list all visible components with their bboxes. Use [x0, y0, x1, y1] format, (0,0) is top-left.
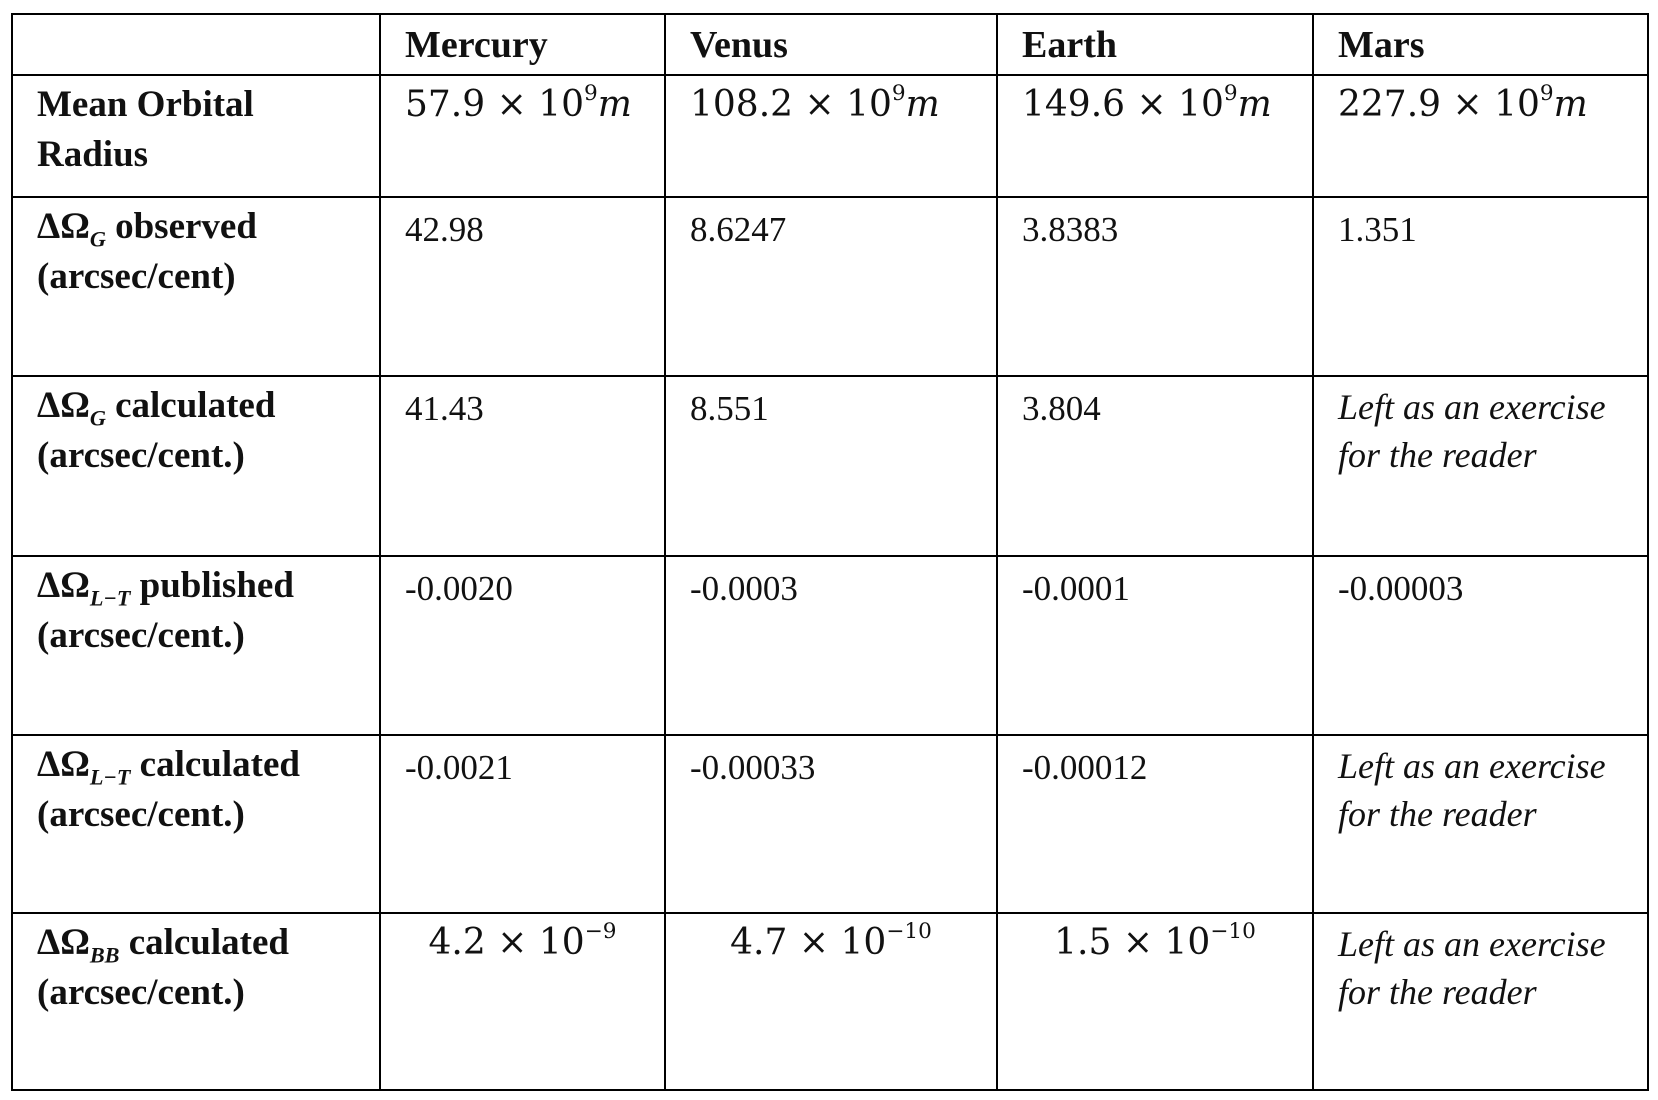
value-cell: -0.00012	[996, 734, 1314, 914]
subscript: L−T	[89, 764, 131, 790]
row-header: ΔΩL−T calculated (arcsec/cent.)	[11, 734, 381, 914]
value-cell: -0.00003	[1312, 555, 1649, 736]
unit: m	[597, 84, 632, 125]
row-label-line: ΔΩG calculated	[37, 381, 379, 431]
exponent: −9	[584, 918, 617, 944]
math-cell: 4.7 × 10−10	[664, 912, 998, 1091]
symbol: ΔΩ	[37, 922, 90, 963]
value-cell: -0.0021	[379, 734, 666, 914]
note-cell: Left as an exercise for the reader	[1312, 734, 1649, 914]
value-cell: -0.0001	[996, 555, 1314, 736]
mantissa: 4.7 × 10	[730, 922, 887, 963]
row-label-unit: (arcsec/cent)	[37, 256, 236, 297]
exponent: 9	[584, 80, 598, 106]
row-label-name: calculated	[139, 744, 300, 785]
symbol: ΔΩ	[37, 744, 90, 785]
row-label-name: published	[139, 565, 294, 606]
value-cell: -0.00033	[664, 734, 998, 914]
subscript: BB	[89, 942, 120, 968]
table-row: ΔΩG observed (arcsec/cent) 42.98 8.6247 3.83…	[11, 196, 1649, 377]
row-label-name: calculated	[128, 922, 289, 963]
mantissa: 4.2 × 10	[428, 922, 585, 963]
mantissa: 227.9 × 10	[1338, 84, 1540, 125]
value-cell: -0.0020	[379, 555, 666, 736]
math-cell: 57.9 × 109m	[379, 74, 666, 198]
row-header: ΔΩL−T published (arcsec/cent.)	[11, 555, 381, 736]
table-row: ΔΩL−T calculated (arcsec/cent.) -0.0021 -0.…	[11, 734, 1649, 914]
value-cell: 42.98	[379, 196, 666, 377]
header-row: Mercury Venus Earth Mars	[11, 13, 1649, 76]
mantissa: 57.9 × 10	[405, 84, 585, 125]
row-label-unit: (arcsec/cent.)	[37, 435, 245, 476]
row-header: ΔΩG observed (arcsec/cent)	[11, 196, 381, 377]
math-cell: 108.2 × 109m	[664, 74, 998, 198]
row-label-name: observed	[115, 206, 257, 247]
value-cell: 8.551	[664, 375, 998, 557]
note-cell: Left as an exercise for the reader	[1312, 912, 1649, 1091]
symbol: ΔΩ	[37, 385, 90, 426]
table-row: ΔΩG calculated (arcsec/cent.) 41.43 8.551 3.…	[11, 375, 1649, 557]
row-label-line: ΔΩL−T published	[37, 561, 379, 611]
row-label-line: ΔΩG observed	[37, 202, 379, 252]
exponent: 9	[1539, 80, 1554, 106]
row-label-line: ΔΩBB calculated	[37, 918, 379, 968]
value-cell: 1.351	[1312, 196, 1649, 377]
math-cell: 1.5 × 10−10	[996, 912, 1314, 1091]
value-cell: 3.804	[996, 375, 1314, 557]
mantissa: 1.5 × 10	[1054, 922, 1211, 963]
value-cell: 3.8383	[996, 196, 1314, 377]
corner-cell	[11, 13, 381, 76]
mantissa: 149.6 × 10	[1022, 84, 1224, 125]
table-row: Mean Orbital Radius 57.9 × 109m 108.2 × 10…	[11, 74, 1649, 198]
subscript: L−T	[89, 585, 131, 611]
row-label-name: Mean Orbital Radius	[37, 84, 254, 175]
column-header: Venus	[664, 13, 998, 76]
note-cell: Left as an exercise for the reader	[1312, 375, 1649, 557]
data-table: Mercury Venus Earth Mars Mean Orbital Radius…	[11, 13, 1649, 1091]
row-label-unit: (arcsec/cent.)	[37, 615, 245, 656]
table-row: ΔΩBB calculated (arcsec/cent.) 4.2 × 10−9 4…	[11, 912, 1649, 1091]
mantissa: 108.2 × 10	[690, 84, 892, 125]
row-label-name: calculated	[115, 385, 276, 426]
subscript: G	[89, 405, 106, 431]
exponent: −10	[886, 918, 932, 944]
value-cell: -0.0003	[664, 555, 998, 736]
value-cell: 41.43	[379, 375, 666, 557]
symbol: ΔΩ	[37, 565, 90, 606]
subscript: G	[89, 226, 106, 252]
math-cell: 4.2 × 10−9	[379, 912, 666, 1091]
row-header: Mean Orbital Radius	[11, 74, 381, 198]
value-cell: 8.6247	[664, 196, 998, 377]
unit: m	[1237, 84, 1272, 125]
table-body: Mercury Venus Earth Mars Mean Orbital Radius…	[11, 13, 1649, 1091]
exponent: −10	[1210, 918, 1256, 944]
symbol: ΔΩ	[37, 206, 90, 247]
row-header: ΔΩG calculated (arcsec/cent.)	[11, 375, 381, 557]
table-row: ΔΩL−T published (arcsec/cent.) -0.0020 -0.0…	[11, 555, 1649, 736]
column-header: Earth	[996, 13, 1314, 76]
row-header: ΔΩBB calculated (arcsec/cent.)	[11, 912, 381, 1091]
exponent: 9	[1223, 80, 1238, 106]
column-header: Mars	[1312, 13, 1649, 76]
unit: m	[905, 84, 940, 125]
column-header: Mercury	[379, 13, 666, 76]
exponent: 9	[891, 80, 906, 106]
row-label-line: ΔΩL−T calculated	[37, 740, 379, 790]
row-label-unit: (arcsec/cent.)	[37, 972, 245, 1013]
math-cell: 227.9 × 109m	[1312, 74, 1649, 198]
math-cell: 149.6 × 109m	[996, 74, 1314, 198]
unit: m	[1553, 84, 1588, 125]
row-label-unit: (arcsec/cent.)	[37, 794, 245, 835]
